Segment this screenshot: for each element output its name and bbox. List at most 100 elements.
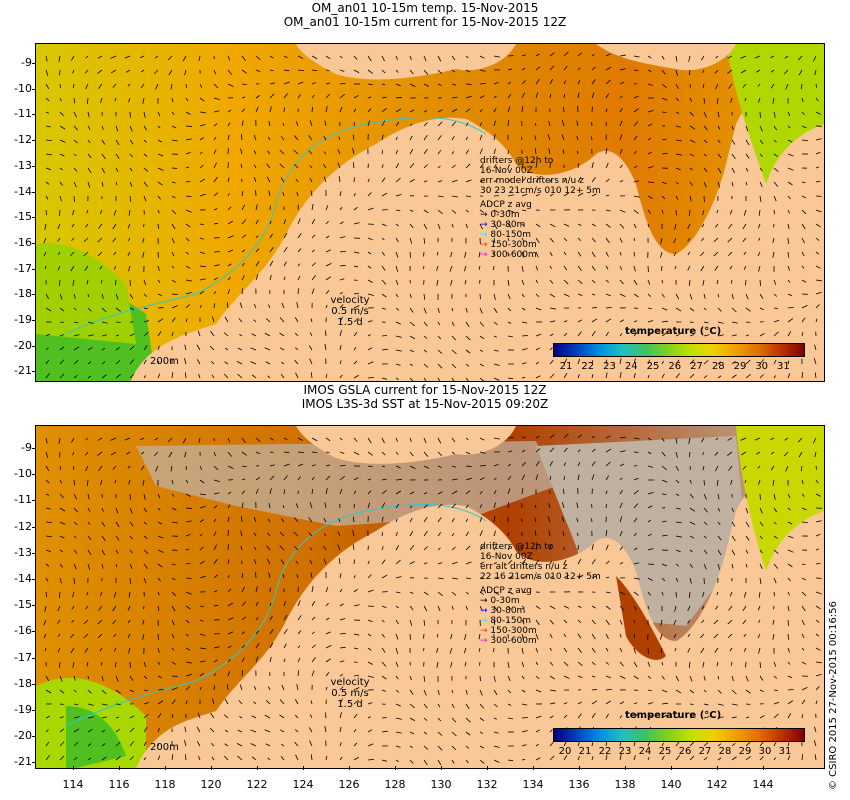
current-arrow [437,591,443,597]
current-arrow [395,83,401,87]
current-arrow [210,742,215,747]
current-arrow [339,674,343,677]
current-arrow [409,363,413,367]
current-arrow [535,715,542,719]
current-arrow [479,223,483,230]
current-arrow [535,162,538,169]
current-arrow [563,714,568,719]
current-arrow [45,451,49,458]
current-arrow [168,451,173,458]
current-arrow [731,293,734,300]
current-arrow [759,181,763,187]
current-arrow [437,451,442,457]
current-arrow [493,516,496,523]
current-arrow [787,139,793,143]
y-axis-label: -17 [14,261,32,275]
current-arrow [563,192,569,197]
colorbar-tick-label: 20 [558,746,572,757]
current-arrow [633,591,639,596]
current-arrow [73,716,80,719]
current-arrow [787,373,791,379]
current-arrow [493,561,498,565]
current-arrow [101,549,106,556]
current-arrow [167,55,173,61]
current-arrow [101,716,107,719]
current-arrow [73,167,78,172]
current-arrow [815,97,819,102]
current-arrow [129,549,133,554]
current-arrow [395,479,402,481]
current-arrow [59,675,63,682]
current-arrow [199,479,205,484]
y-axis-label: -11 [14,107,32,121]
current-arrow [213,123,218,127]
current-arrow [325,304,328,309]
current-arrow [576,502,579,509]
current-arrow [701,237,705,242]
current-arrow [115,716,120,719]
adcp-item: → 150-300m [480,626,601,636]
current-arrow [339,82,346,85]
current-arrow [591,251,596,258]
current-arrow [84,265,89,271]
current-arrow [661,332,667,337]
current-arrow [199,223,204,226]
current-arrow [687,619,691,624]
current-arrow [409,377,414,381]
current-arrow [325,602,329,607]
current-arrow [619,605,625,611]
current-arrow [661,591,664,596]
current-arrow [395,307,400,311]
current-arrow [395,689,400,693]
current-arrow [549,65,555,71]
current-arrow [129,577,132,584]
current-arrow [224,743,229,747]
isobath-line [65,116,487,335]
current-arrow [521,759,526,761]
current-arrow [743,209,747,216]
current-arrow [675,97,680,102]
current-arrow [101,321,108,324]
current-arrow [787,549,794,553]
colorbar-tick-label: 23 [603,361,616,372]
current-arrow [45,125,51,128]
current-arrow [227,177,230,183]
current-arrow [281,361,285,365]
current-arrow [255,219,259,225]
current-arrow [101,181,104,187]
current-arrow [253,516,257,523]
current-arrow [731,167,736,174]
current-arrow [296,574,299,579]
current-arrow [465,95,472,99]
current-arrow [142,237,145,243]
current-arrow [381,83,386,86]
current-arrow [325,235,330,239]
current-arrow [157,293,162,297]
current-arrow [688,55,691,62]
current-arrow [101,167,106,174]
current-arrow [787,755,791,761]
current-arrow [619,647,623,652]
current-arrow [479,717,485,722]
current-arrow [115,307,121,312]
current-arrow [773,493,776,500]
current-arrow [113,591,117,598]
current-arrow [294,359,299,365]
current-arrow [675,195,679,200]
current-arrow [465,703,470,710]
current-arrow [157,549,164,553]
current-arrow [224,698,229,705]
current-arrow [409,251,411,258]
current-arrow [675,83,679,90]
current-arrow [717,307,722,312]
y-axis-label: -18 [14,676,32,690]
current-arrow [521,377,526,379]
current-arrow [353,477,359,481]
current-arrow [773,195,777,202]
current-arrow [100,279,103,284]
current-arrow [423,349,428,353]
current-arrow [535,53,540,57]
current-arrow [787,111,791,117]
current-arrow [605,237,610,244]
current-arrow [241,573,244,579]
